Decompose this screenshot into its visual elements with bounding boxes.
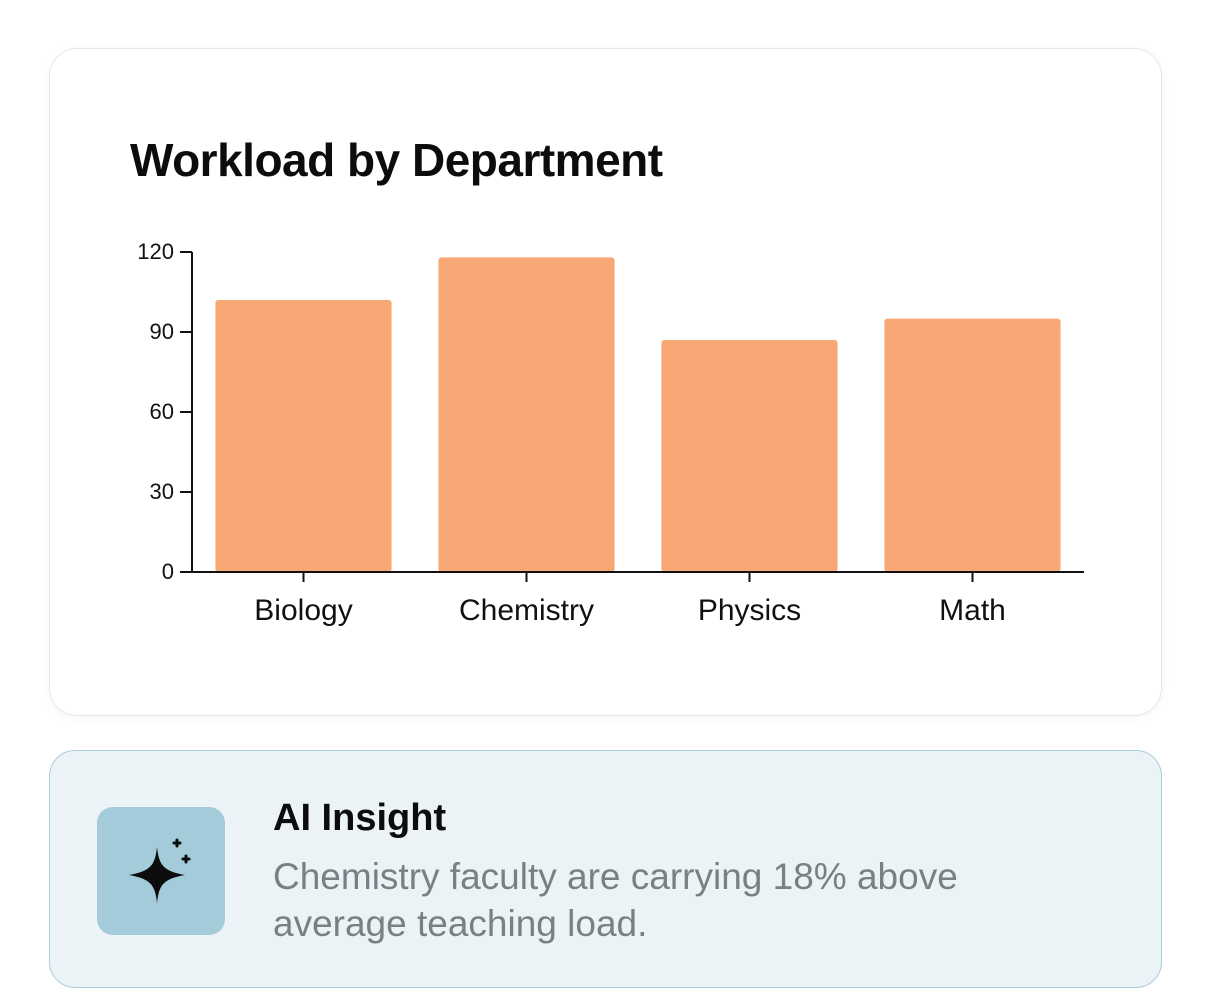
chart-title: Workload by Department	[130, 134, 663, 186]
bar-chart: 0 30 60 90 120 Biology Chemistry Physics Math	[137, 239, 1084, 627]
y-tick-label: 120	[137, 239, 174, 264]
sparkle-icon	[129, 838, 191, 903]
ai-insight-title: AI Insight	[273, 797, 447, 839]
bar-chemistry	[438, 257, 615, 572]
bar-physics	[661, 340, 838, 572]
y-tick-label: 30	[150, 479, 174, 504]
y-tick-label: 60	[150, 399, 174, 424]
bar-math	[884, 318, 1061, 572]
ai-insight-card: AI Insight Chemistry faculty are carryin…	[49, 750, 1162, 988]
bar-biology	[215, 300, 392, 572]
chart-card: Workload by Department 0 30 60 90 120 Biology…	[49, 48, 1162, 716]
ai-insight-text: Chemistry faculty are carrying 18% above…	[273, 856, 958, 944]
y-tick-label: 0	[162, 559, 174, 584]
ai-insight-icon-box	[97, 807, 225, 935]
x-tick-label: Chemistry	[459, 594, 594, 627]
x-tick-label: Biology	[254, 594, 352, 627]
y-tick-label: 90	[150, 319, 174, 344]
x-tick-label: Math	[939, 594, 1006, 627]
x-tick-label: Physics	[698, 594, 801, 627]
